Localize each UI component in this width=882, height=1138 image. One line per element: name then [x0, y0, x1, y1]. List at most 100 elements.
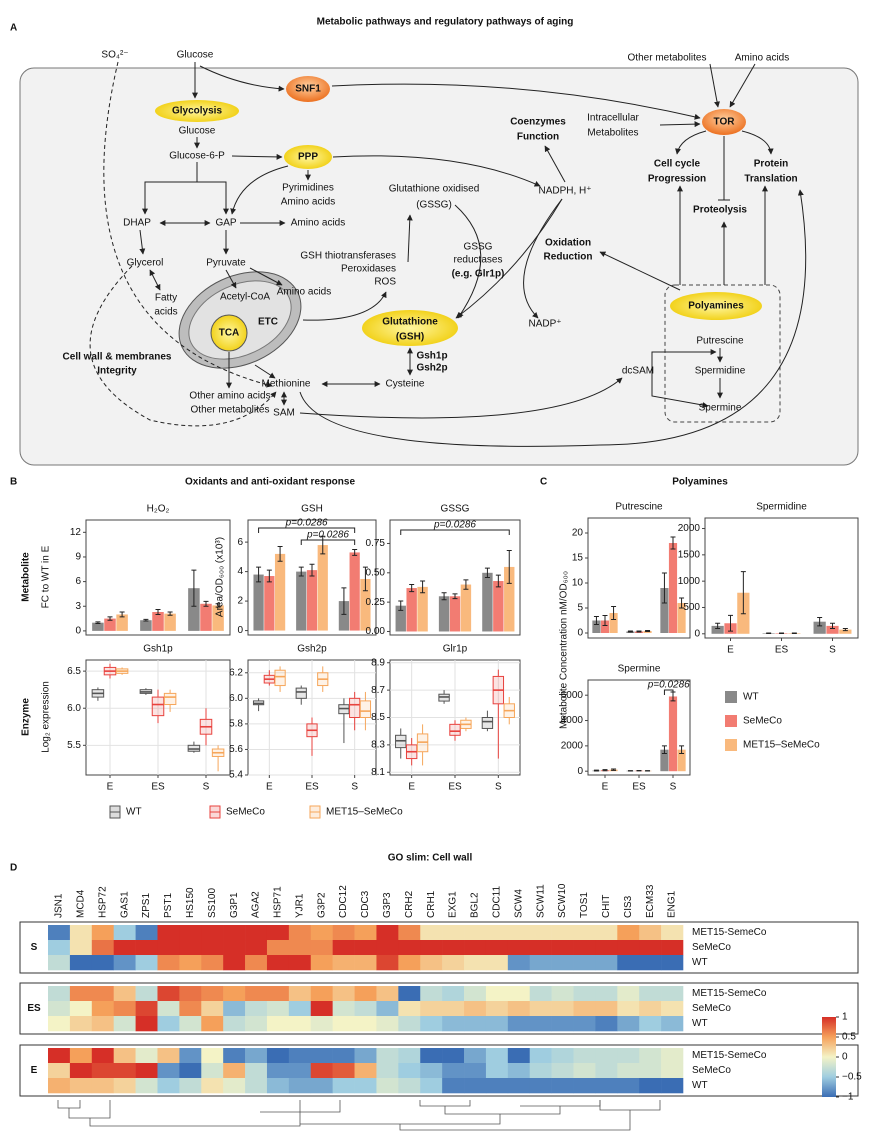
heatmap-cell	[507, 925, 531, 941]
row-label: SeMeCo	[692, 1003, 731, 1014]
heatmap-cell	[398, 1078, 421, 1094]
heatmap-cell	[507, 1016, 531, 1032]
heatmap-cell	[69, 1078, 93, 1094]
node-label: Methionine	[262, 379, 311, 390]
heatmap-cell	[179, 1048, 202, 1064]
node-label: Acetyl-CoA	[220, 292, 270, 303]
error-bar	[611, 606, 617, 620]
arrow	[675, 130, 707, 155]
heatmap-cell	[573, 925, 596, 941]
dendrogram	[260, 1100, 341, 1113]
y-tick-label: 4	[237, 566, 243, 577]
heatmap-cell	[464, 955, 487, 971]
y-axis-label: Area/OD₆₀₀ (x10³)	[215, 537, 226, 617]
row-label: WT	[692, 1080, 708, 1091]
heatmap-cell	[179, 986, 202, 1002]
heatmap-cell	[48, 955, 71, 971]
heatmap-cell	[507, 940, 531, 956]
bar	[296, 571, 307, 631]
heatmap-cell	[354, 955, 377, 971]
bar	[274, 553, 286, 631]
arrow	[454, 204, 482, 319]
y-tick-label: 6.0	[67, 703, 81, 714]
heatmap-cell	[48, 1078, 71, 1094]
arrow	[544, 145, 566, 183]
dendrogram	[599, 1100, 661, 1111]
y-tick-label: 20	[572, 528, 584, 539]
arrow	[302, 291, 387, 321]
heatmap-cell	[354, 1016, 377, 1032]
y-tick-label: 4000	[561, 715, 584, 726]
heatmap-cell	[48, 1016, 71, 1032]
heatmap-cell	[69, 986, 93, 1002]
bar	[677, 749, 686, 772]
colorbar-tick-label: 0.5	[842, 1032, 856, 1043]
heatmap-cell	[376, 955, 399, 971]
heatmap-cell	[179, 925, 202, 941]
arrow	[199, 65, 285, 92]
heatmap-cell	[376, 1048, 399, 1064]
legend-swatch	[725, 691, 737, 703]
heatmap-cell	[420, 955, 443, 971]
heatmap-cell	[288, 955, 312, 971]
node-label: GAP	[215, 218, 236, 229]
heatmap-cell	[529, 1016, 552, 1032]
heatmap-cell	[223, 940, 246, 956]
legend-label: MET15–SeMeCo	[326, 807, 403, 818]
row-label: SeMeCo	[692, 942, 731, 953]
p-value: p=0.0286	[433, 520, 476, 531]
heatmap-cell	[113, 925, 136, 941]
heatmap-cell	[617, 1001, 640, 1017]
heatmap-cell	[398, 1001, 421, 1017]
y-tick-label: 0.25	[366, 597, 386, 608]
bar	[660, 749, 669, 772]
heatmap-cell	[113, 1048, 136, 1064]
heatmap-cell	[266, 1016, 290, 1032]
bar	[813, 621, 826, 634]
y-tick-label: 8.5	[371, 712, 385, 723]
heatmap-cell	[69, 1063, 93, 1079]
node-label: Cell wall & membranes	[63, 352, 172, 363]
legend-swatch	[725, 715, 737, 727]
heatmap-cell	[376, 986, 399, 1002]
heatmap-cell	[595, 1063, 618, 1079]
x-tick-label: S	[829, 645, 836, 656]
error-bar	[715, 622, 721, 630]
heatmap-cell	[617, 955, 640, 971]
error-bar	[191, 569, 197, 607]
heatmap-cell	[69, 940, 93, 956]
heatmap-cell	[595, 1016, 618, 1032]
y-axis-label: Metabolite Concentration nM/OD₆₀₀	[559, 571, 570, 729]
y-tick-label: 5.6	[229, 744, 243, 755]
x-tick-label: E	[408, 782, 415, 793]
heatmap-cell	[507, 955, 531, 971]
node-label: Spermine	[699, 403, 742, 414]
heatmap-cell	[551, 1001, 574, 1017]
p-value: p=0.0286	[306, 530, 349, 541]
heatmap-cell	[551, 1063, 574, 1079]
error-bar	[593, 769, 599, 772]
heatmap-cell	[179, 1063, 202, 1079]
y-tick-label: 2000	[678, 523, 701, 534]
arrow	[709, 63, 720, 108]
heatmap-cell	[223, 1048, 246, 1064]
heatmap-cell	[245, 1063, 268, 1079]
node-bubble	[155, 100, 239, 122]
heatmap-cell	[661, 986, 684, 1002]
node-label: Spermidine	[695, 366, 746, 377]
heatmap-cell	[376, 1016, 399, 1032]
node-label: Coenzymes	[510, 117, 566, 128]
panel-title: GO slim: Cell wall	[388, 853, 473, 864]
heatmap-cell	[573, 1016, 596, 1032]
heatmap-cell	[485, 986, 509, 1002]
heatmap-cell	[398, 1048, 421, 1064]
heatmap-cell	[464, 1078, 487, 1094]
heatmap-cell	[245, 986, 268, 1002]
group-label: E	[31, 1065, 38, 1076]
node-label: dcSAM	[622, 366, 654, 377]
x-tick-label: ES	[305, 782, 319, 793]
column-label: CIS3	[623, 895, 634, 918]
heatmap-cell	[223, 1063, 246, 1079]
heatmap-cell	[310, 986, 333, 1002]
arrow	[254, 364, 276, 379]
